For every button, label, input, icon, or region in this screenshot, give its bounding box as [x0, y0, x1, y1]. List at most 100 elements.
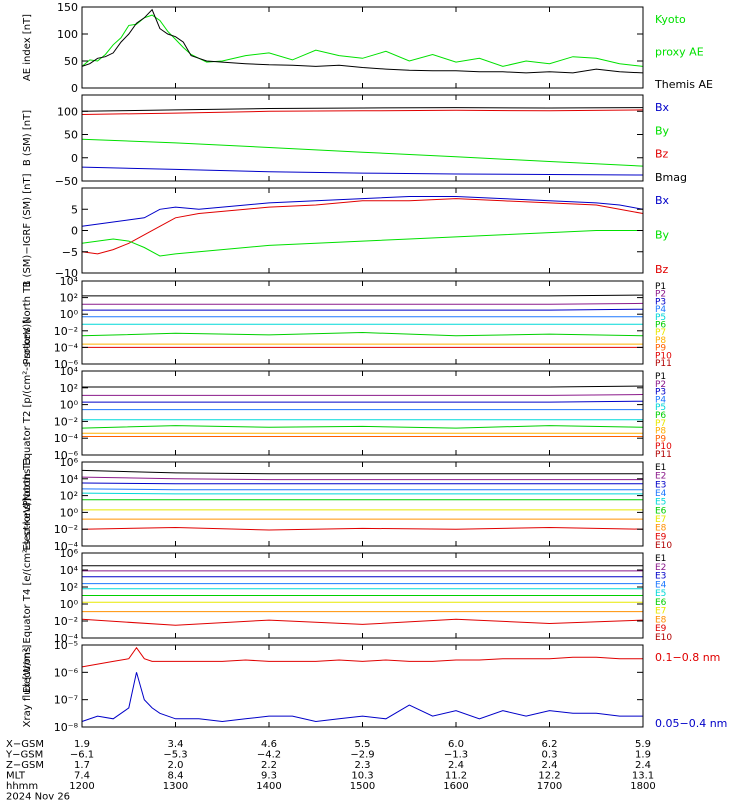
legend-entry: E8 [655, 524, 667, 534]
y-tick-label: −10 [55, 267, 78, 280]
legend-entry: E10 [655, 541, 672, 551]
series-line-8-1 [81, 646, 643, 668]
axis-row-value: 1400 [256, 781, 281, 792]
axis-row-value: −6.1 [70, 750, 94, 761]
legend-entry: proxy AE [655, 46, 704, 59]
panel-6: 10⁻⁴ 10⁻² 10⁰ 10² 10⁴ 10⁶ Electrons North T3 E1… [22, 456, 672, 553]
axis-row-value: 1.9 [74, 739, 90, 750]
legend-entry: By [655, 124, 670, 137]
legend-entry: P3 [655, 297, 666, 307]
series-line-2-3 [81, 138, 644, 167]
legend-entry: P2 [655, 380, 666, 390]
y-tick-label: 50 [64, 129, 78, 142]
y-tick-label: 10² [60, 490, 78, 503]
legend-entry: P9 [655, 344, 666, 354]
legend-entry: P8 [655, 336, 666, 346]
y-tick-label: 10⁶ [60, 547, 79, 560]
axis-row-value: 1300 [163, 781, 188, 792]
axis-row-value: 12.2 [538, 771, 560, 782]
axis-row-value: 3.4 [168, 739, 184, 750]
axis-row-value: 1200 [69, 781, 94, 792]
legend-entry: P10 [655, 351, 672, 361]
y-tick-label: 10⁻⁶ [54, 449, 79, 462]
series-line-1-1 [81, 14, 644, 67]
legend-entry: P8 [655, 427, 666, 437]
legend-entry: E3 [655, 480, 666, 490]
y-tick-label: 10² [60, 581, 78, 594]
y-tick-label: 10⁻⁵ [54, 639, 78, 652]
y-tick-label: 10⁻² [54, 415, 78, 428]
axis-row-value: −4.2 [257, 750, 281, 761]
y-tick-label: 10⁴ [60, 365, 79, 378]
legend-entry: P1 [655, 282, 666, 292]
y-tick-label: 10⁻⁸ [54, 721, 79, 734]
y-tick-label: 10⁰ [60, 506, 79, 519]
legend-entry: P11 [655, 450, 672, 460]
axis-row-label: Z−GSM [6, 760, 44, 771]
axis-row-value: 10.3 [351, 771, 373, 782]
panel-8: 10⁻⁸ 10⁻⁷ 10⁻⁶ 10⁻⁵ Xray flux [W/m²] 0.1−0.8 … [22, 639, 727, 734]
legend-entry: P5 [655, 403, 666, 413]
legend-entry: E8 [655, 615, 667, 625]
y-tick-label: 10⁰ [60, 399, 79, 412]
y-tick-label: 10⁻⁶ [54, 666, 79, 679]
axis-row-label: MLT [6, 771, 26, 782]
axis-row-value: 1600 [443, 781, 468, 792]
date-label: 2024 Nov 26 [6, 792, 70, 800]
legend-entry: E5 [655, 498, 666, 508]
legend-entry: P7 [655, 328, 666, 338]
axis-row-value: 1700 [537, 781, 562, 792]
axis-row-label: hhmm [6, 781, 38, 792]
y-axis-label: AE index [nT] [22, 14, 33, 81]
panel-frame [81, 280, 644, 365]
panel-frame [81, 6, 644, 89]
series-line-6-4 [81, 488, 643, 491]
axis-row-value: 2.4 [635, 760, 651, 771]
y-axis-label: B (SM)−IGRF (SM) [nT] [22, 173, 33, 287]
axis-row-value: 4.6 [261, 739, 277, 750]
axis-row-value: 1800 [630, 781, 655, 792]
legend-entry: Kyoto [655, 13, 686, 26]
legend-entry: 0.05−0.4 nm [655, 717, 727, 730]
panel-frame [81, 644, 644, 728]
legend-entry: P6 [655, 411, 666, 421]
legend-entry: P4 [655, 305, 666, 315]
y-tick-label: 10⁻⁴ [54, 432, 79, 445]
y-tick-label: 10² [60, 382, 78, 395]
series-line-5-3 [82, 400, 644, 403]
axis-row-value: −5.3 [163, 750, 187, 761]
y-tick-label: 0 [71, 152, 78, 165]
series-line-4-2 [82, 302, 644, 305]
y-tick-label: 10⁻² [54, 523, 78, 536]
y-tick-label: 10⁻² [54, 325, 78, 338]
y-axis-label: Electrons Equator T4 [e/(cm²-s-sr-keV)] [22, 498, 33, 693]
legend-entry: By [655, 229, 670, 242]
y-tick-label: 10⁰ [60, 598, 79, 611]
legend-entry: P3 [655, 388, 666, 398]
legend-entry: P9 [655, 434, 666, 444]
series-line-2-1 [81, 109, 644, 115]
axis-row-value: 2.4 [542, 760, 558, 771]
panel-7: 10⁻⁴ 10⁻² 10⁰ 10² 10⁴ 10⁶ Electrons Equator T4… [22, 498, 672, 693]
y-tick-label: 150 [57, 1, 78, 14]
legend-entry: P5 [655, 313, 666, 323]
legend-entry: P10 [655, 442, 672, 452]
series-line-4-6 [81, 331, 644, 337]
legend-entry: E9 [655, 532, 667, 542]
y-axis-label: Xray flux [W/m²] [22, 645, 33, 728]
legend-entry: Bx [655, 101, 670, 114]
series-line-6-9 [81, 526, 644, 531]
series-line-4-1 [82, 294, 644, 297]
series-line-6-1 [81, 469, 643, 475]
legend-entry: E2 [655, 472, 666, 482]
y-tick-label: 0 [71, 82, 78, 95]
series-line-2-2 [81, 107, 644, 112]
series-line-6-5 [81, 492, 643, 495]
y-axis-label: Electrons North T3 [22, 457, 33, 550]
y-axis-label: B (SM) [nT] [22, 110, 33, 166]
panel-2: −50 0 50 100 B (SM) [nT] Bx By Bz Bmag [22, 94, 687, 188]
axis-row-value: 9.3 [261, 771, 277, 782]
legend-entry: 0.1−0.8 nm [655, 651, 720, 664]
axis-row-value: −1.3 [444, 750, 468, 761]
